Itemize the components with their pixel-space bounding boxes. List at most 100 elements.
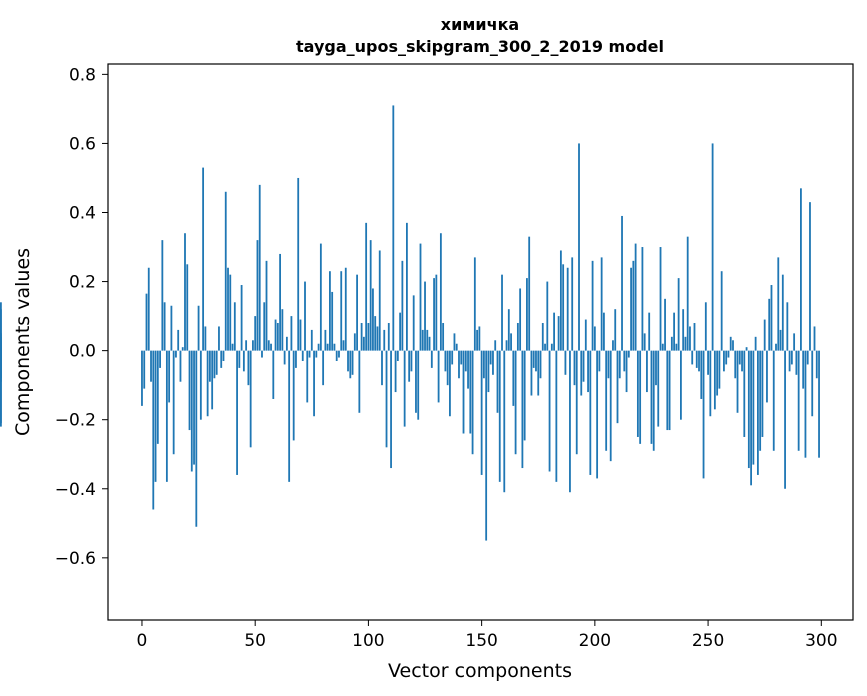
y-tick-label: 0.2 (69, 273, 96, 293)
bar (469, 350, 472, 434)
bar (156, 350, 159, 444)
bar (485, 350, 488, 541)
bar (335, 350, 338, 361)
bar (766, 350, 768, 403)
bar (297, 177, 300, 351)
bar (632, 260, 635, 351)
bar (272, 350, 275, 399)
bar (150, 350, 152, 382)
bar (501, 274, 503, 351)
bar (535, 350, 537, 372)
bar (147, 267, 150, 351)
bar (247, 350, 250, 386)
bar (331, 291, 334, 351)
bar (358, 350, 361, 413)
bar (507, 309, 510, 351)
bar (281, 309, 284, 351)
bar (603, 312, 605, 351)
bar (732, 340, 734, 351)
bar (464, 350, 467, 372)
bar (591, 260, 594, 351)
bar (616, 350, 619, 424)
bar (238, 350, 241, 368)
bar (657, 350, 660, 427)
bar (643, 333, 646, 351)
bar (310, 329, 313, 351)
bar (333, 343, 336, 351)
bar (723, 350, 725, 372)
bar (725, 350, 728, 365)
bar (161, 240, 164, 351)
bar (406, 222, 408, 351)
bar (417, 350, 420, 420)
bar (630, 267, 632, 351)
bar (154, 350, 157, 482)
y-tick-label: 0.8 (69, 65, 96, 85)
bar (544, 343, 546, 351)
bar (700, 350, 703, 399)
bar (675, 343, 678, 351)
bar (396, 350, 399, 361)
bar (569, 350, 571, 493)
bar (521, 350, 524, 469)
bar (254, 316, 257, 351)
bar (790, 350, 793, 365)
bar (609, 350, 612, 462)
bar (618, 350, 621, 379)
bar (480, 350, 483, 475)
bar (768, 298, 771, 351)
bar (163, 302, 166, 351)
bar (0, 333, 2, 351)
bar (797, 350, 800, 451)
bar (489, 350, 492, 365)
bar (684, 336, 687, 351)
bar (546, 281, 549, 351)
bar (677, 278, 680, 351)
bar (564, 350, 567, 375)
bar (202, 167, 205, 351)
bar (231, 343, 234, 351)
bar (415, 350, 417, 413)
bar (342, 340, 345, 351)
bar (274, 319, 277, 351)
bar (353, 333, 356, 351)
bar (455, 343, 458, 351)
bar (745, 347, 748, 351)
bar (145, 293, 148, 351)
bar (587, 350, 589, 393)
bar (471, 350, 474, 455)
y-tick-label: 0.0 (69, 342, 96, 362)
bar (514, 350, 517, 455)
y-tick-label: 0.4 (69, 203, 96, 223)
bar (0, 350, 2, 427)
bar (304, 281, 306, 351)
bar (772, 350, 775, 451)
bar (211, 350, 214, 410)
y-tick-label: −0.2 (55, 411, 96, 431)
bar (811, 350, 814, 417)
bar (523, 350, 526, 441)
bar (539, 350, 542, 379)
bar (503, 350, 506, 493)
bar (747, 350, 750, 469)
bar (322, 350, 325, 386)
bar (686, 236, 689, 351)
bar (580, 350, 583, 396)
bar (295, 350, 297, 368)
bar (285, 336, 288, 351)
bar (401, 260, 404, 351)
bar (299, 319, 302, 351)
bar (575, 350, 578, 455)
bar (734, 350, 737, 379)
chart-subtitle: tayga_upos_skipgram_300_2_2019 model (296, 37, 664, 56)
bar (494, 340, 497, 351)
bar (598, 350, 601, 372)
bar (265, 260, 268, 351)
bar (557, 316, 560, 351)
bar (818, 350, 820, 458)
bar (487, 350, 490, 393)
bar (639, 350, 642, 444)
bar (369, 240, 372, 351)
x-axis-ticks: 0 50 100 150 200 250 300 (137, 620, 838, 651)
bar (815, 350, 818, 379)
